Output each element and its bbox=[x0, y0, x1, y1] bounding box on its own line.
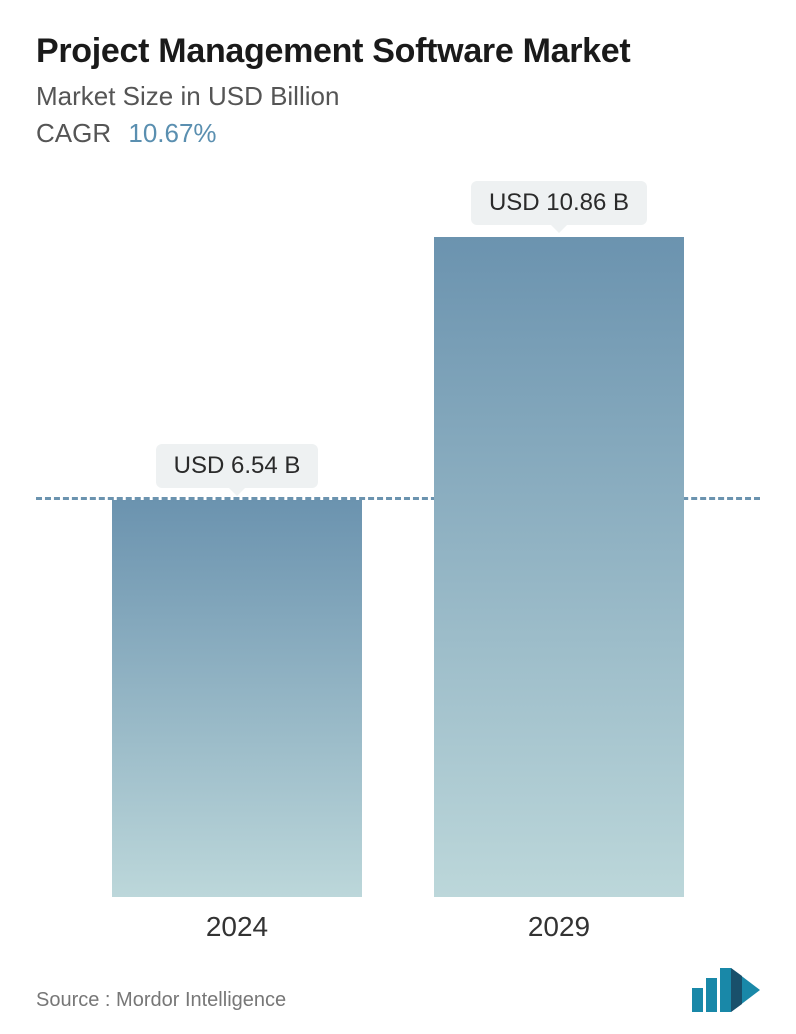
bar bbox=[112, 500, 362, 897]
bar-value-badge: USD 6.54 B bbox=[156, 444, 319, 488]
x-axis-label: 2029 bbox=[434, 911, 684, 943]
chart-title: Project Management Software Market bbox=[36, 32, 760, 71]
cagr-value: 10.67% bbox=[128, 118, 216, 148]
bar bbox=[434, 237, 684, 897]
chart-plot-area: USD 6.54 B USD 10.86 B bbox=[36, 177, 760, 897]
cagr-label: CAGR bbox=[36, 118, 111, 148]
bar-value-badge: USD 10.86 B bbox=[471, 181, 647, 225]
x-axis-label: 2024 bbox=[112, 911, 362, 943]
bar-group: USD 10.86 B bbox=[434, 237, 684, 897]
cagr-row: CAGR 10.67% bbox=[36, 118, 760, 149]
source-attribution: Source : Mordor Intelligence bbox=[36, 989, 286, 1012]
chart-subtitle: Market Size in USD Billion bbox=[36, 81, 760, 112]
x-axis-labels: 2024 2029 bbox=[36, 897, 760, 943]
mordor-logo-icon bbox=[692, 968, 760, 1012]
bar-group: USD 6.54 B bbox=[112, 500, 362, 897]
chart-footer: Source : Mordor Intelligence bbox=[36, 968, 760, 1012]
bars-container: USD 6.54 B USD 10.86 B bbox=[36, 177, 760, 897]
